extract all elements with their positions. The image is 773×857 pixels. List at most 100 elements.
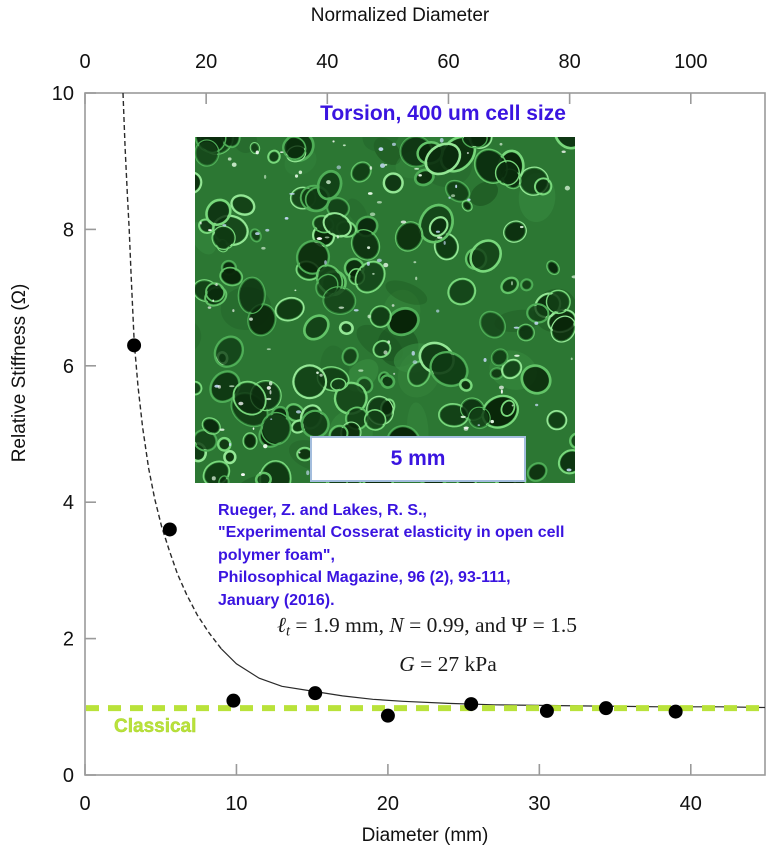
data-point <box>668 704 683 719</box>
y-tick-label: 8 <box>63 219 74 241</box>
foam-texture-element <box>536 179 550 193</box>
foam-texture-element <box>367 314 371 319</box>
foam-texture-element <box>545 289 571 315</box>
foam-texture-element <box>569 432 575 450</box>
foam-texture-element <box>354 260 386 294</box>
foam-texture-element <box>491 369 502 378</box>
foam-texture-element <box>336 165 342 170</box>
foam-texture-element <box>353 309 359 312</box>
foam-texture-element <box>447 277 477 306</box>
foam-texture-element <box>233 137 258 153</box>
foam-texture-element <box>522 280 531 289</box>
foam-photo <box>195 137 575 483</box>
foam-texture-element <box>371 307 390 326</box>
foam-texture-element <box>369 305 392 328</box>
foam-texture-element <box>269 152 279 162</box>
foam-texture-element <box>235 383 265 414</box>
equation-part: G <box>399 652 415 676</box>
x2-tick-label: 20 <box>195 51 217 73</box>
foam-texture-element <box>352 163 370 181</box>
foam-texture-element <box>228 442 232 447</box>
foam-texture-element <box>336 235 339 239</box>
foam-texture-element <box>298 242 328 273</box>
foam-texture-element <box>316 169 343 201</box>
foam-texture-element <box>342 144 346 147</box>
foam-texture-element <box>222 137 239 146</box>
foam-texture-element <box>494 160 520 186</box>
foam-texture-element <box>385 280 428 305</box>
foam-texture-element <box>294 289 297 292</box>
foam-texture-element <box>427 145 459 173</box>
foam-texture-element <box>387 340 391 344</box>
foam-texture-element <box>205 198 232 226</box>
citation-line: polymer foam", <box>218 546 335 564</box>
foam-texture-element <box>557 449 575 475</box>
foam-texture-element <box>207 306 212 309</box>
foam-texture-element <box>458 378 473 392</box>
foam-texture-element <box>418 203 454 244</box>
foam-texture-element <box>376 200 382 204</box>
foam-texture-element <box>550 315 575 343</box>
foam-texture-element <box>367 246 371 250</box>
foam-texture-element <box>439 137 444 143</box>
foam-texture-element <box>472 242 500 270</box>
foam-texture-element <box>380 163 386 168</box>
foam-texture-element <box>219 266 244 287</box>
foam-texture-element <box>363 409 387 431</box>
foam-texture-element <box>500 389 503 394</box>
data-point <box>464 697 479 712</box>
y-tick-label: 4 <box>63 492 74 514</box>
foam-texture-element <box>394 221 424 252</box>
foam-texture-element <box>372 272 375 275</box>
foam-texture-element <box>319 373 323 377</box>
foam-texture-element <box>505 222 525 241</box>
foam-texture-element <box>195 431 216 450</box>
foam-texture-element <box>294 174 299 178</box>
foam-texture-element <box>287 405 303 420</box>
foam-texture-element <box>477 424 481 427</box>
foam-texture-element <box>358 369 364 372</box>
foam-texture-element <box>305 317 327 338</box>
x2-tick-label: 60 <box>437 51 459 73</box>
foam-texture-element <box>463 137 486 147</box>
foam-texture-element <box>519 225 524 229</box>
foam-texture-element <box>546 260 560 276</box>
foam-texture-element <box>199 221 202 225</box>
foam-texture-element <box>195 444 205 460</box>
foam-texture-element <box>350 161 372 183</box>
foam-texture-element <box>251 144 259 153</box>
foam-texture-element <box>432 353 466 385</box>
citation: Rueger, Z. and Lakes, R. S., "Experimenta… <box>218 500 608 612</box>
foam-texture-element <box>216 338 242 366</box>
x2-tick-label: 80 <box>559 51 581 73</box>
foam-texture-element <box>303 412 328 436</box>
x-tick-label: 40 <box>680 793 702 815</box>
foam-texture-element <box>212 299 215 302</box>
fit-curve-steep <box>122 92 222 650</box>
classical-label: Classical <box>114 716 197 737</box>
foam-texture-element <box>467 198 471 201</box>
foam-texture-element <box>503 402 513 415</box>
foam-texture-element <box>277 299 303 319</box>
foam-texture-element <box>266 348 271 351</box>
foam-texture-element <box>338 321 354 335</box>
foam-texture-element <box>369 212 376 217</box>
foam-texture-element <box>257 474 270 483</box>
foam-texture-element <box>316 371 319 375</box>
foam-texture-element <box>412 360 418 364</box>
foam-texture-element <box>449 280 474 303</box>
foam-texture-element <box>479 310 506 339</box>
foam-texture-element <box>341 323 352 333</box>
foam-texture-element <box>213 335 245 368</box>
foam-texture-element <box>503 220 527 243</box>
foam-texture-element <box>384 163 388 166</box>
foam-texture-element <box>219 428 225 431</box>
foam-texture-element <box>357 263 384 291</box>
x2-tick-label: 100 <box>674 51 707 73</box>
foam-texture-element <box>282 137 307 161</box>
foam-texture-element <box>294 367 325 397</box>
foam-texture-element <box>208 229 212 232</box>
foam-texture-element <box>254 471 272 483</box>
data-point <box>598 701 613 716</box>
foam-texture-element <box>483 357 487 362</box>
